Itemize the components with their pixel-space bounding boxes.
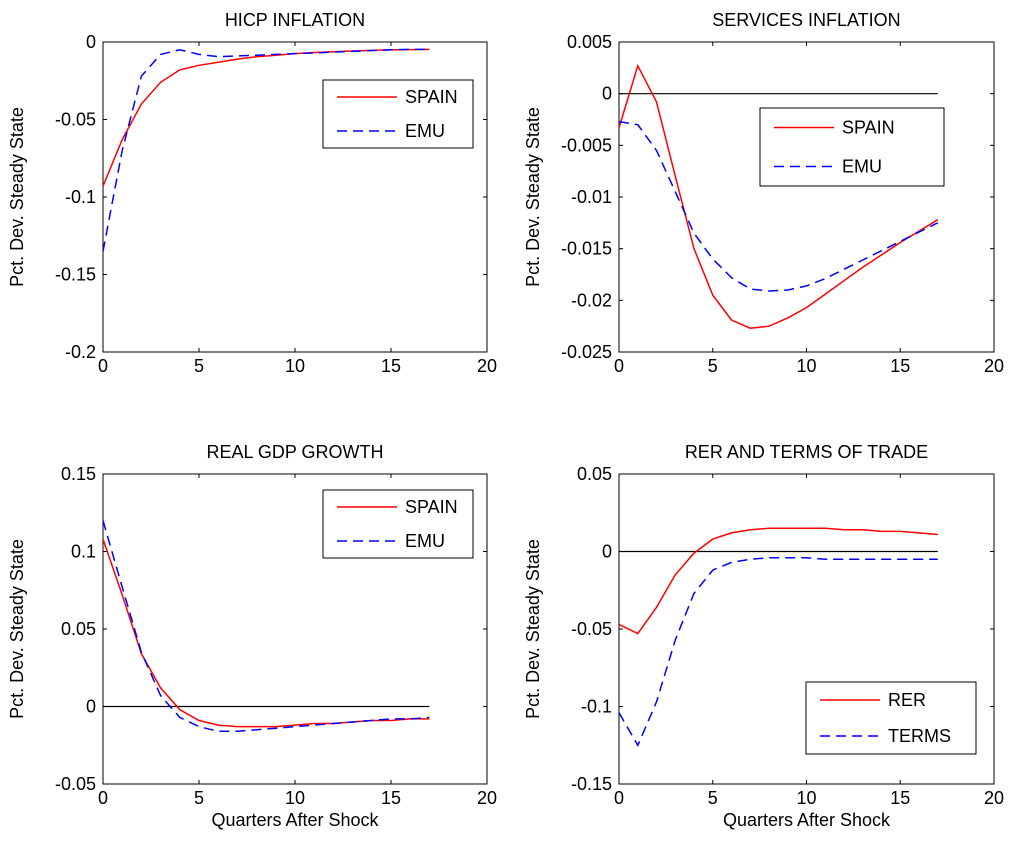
x-axis-label: Quarters After Shock: [211, 810, 379, 830]
y-axis-label: Pct. Dev. Steady State: [523, 107, 543, 287]
x-tick-label: 0: [614, 356, 624, 376]
legend: SPAIN EMU: [322, 489, 474, 559]
y-tick-label: -0.05: [571, 619, 612, 639]
legend-label: EMU: [842, 157, 882, 177]
legend-box: [805, 681, 977, 755]
series-line-emu: [618, 120, 939, 292]
x-tick-label: 5: [194, 788, 204, 808]
legend-label: EMU: [405, 531, 445, 551]
y-tick-label: -0.1: [581, 697, 612, 717]
x-tick-label: 10: [796, 788, 816, 808]
legend: SPAIN EMU: [759, 107, 945, 187]
legend-label: RER: [888, 690, 926, 710]
x-tick-label: 10: [285, 788, 305, 808]
x-tick-label: 10: [285, 356, 305, 376]
legend: SPAIN EMU: [322, 79, 474, 149]
chart-title: SERVICES INFLATION: [712, 10, 900, 30]
y-tick-label: 0.1: [71, 542, 96, 562]
plot-area: [618, 41, 995, 353]
legend-label: SPAIN: [842, 118, 895, 138]
y-tick-label: -0.05: [55, 774, 96, 794]
chart-panel-4: 0 5 10 15 20 -0.15 -0.1 -0.05 0 0.05 RER AND TERMS…: [523, 442, 1004, 830]
x-tick-label: 5: [708, 788, 718, 808]
x-tick-label: 20: [477, 356, 497, 376]
chart-title: RER AND TERMS OF TRADE: [685, 442, 928, 462]
legend-label: EMU: [405, 121, 445, 141]
x-tick-label: 20: [984, 356, 1004, 376]
chart-panel-1: 0 5 10 15 20 -0.2 -0.15 -0.1 -0.05 0 HICP INFLATIO…: [7, 10, 497, 376]
y-tick-label: 0: [602, 542, 612, 562]
x-tick-label: 10: [796, 356, 816, 376]
series-line-emu: [102, 48, 430, 252]
y-tick-label: 0: [602, 84, 612, 104]
series-line-spain: [102, 538, 430, 728]
chart-panel-2: 0 5 10 15 20 -0.025 -0.02 -0.015 -0.01 -0.005 0 0.0…: [523, 10, 1004, 376]
series-line-terms: [618, 556, 938, 747]
y-tick-label: -0.015: [561, 239, 612, 259]
y-tick-label: -0.15: [55, 265, 96, 285]
x-tick-label: 0: [614, 788, 624, 808]
x-tick-label: 15: [381, 356, 401, 376]
legend-box: [322, 489, 474, 559]
y-tick-label: 0.05: [61, 619, 96, 639]
x-tick-label: 0: [98, 788, 108, 808]
y-tick-label: -0.1: [65, 187, 96, 207]
y-tick-label: -0.005: [561, 135, 612, 155]
y-tick-label: -0.2: [65, 342, 96, 362]
y-tick-label: 0: [86, 697, 96, 717]
legend: RER TERMS: [805, 681, 977, 755]
series-line-rer: [618, 527, 938, 635]
y-tick-label: -0.02: [571, 290, 612, 310]
y-axis-label: Pct. Dev. Steady State: [523, 539, 543, 719]
y-tick-label: 0: [86, 32, 96, 52]
x-axis-label: Quarters After Shock: [723, 810, 891, 830]
chart-title: HICP INFLATION: [225, 10, 365, 30]
x-tick-label: 15: [890, 788, 910, 808]
x-tick-label: 5: [194, 356, 204, 376]
x-tick-label: 15: [890, 356, 910, 376]
x-tick-label: 5: [708, 356, 718, 376]
series-line-emu: [102, 520, 430, 733]
y-tick-label: 0.15: [61, 464, 96, 484]
y-tick-label: -0.025: [561, 342, 612, 362]
y-tick-label: 0.05: [577, 464, 612, 484]
x-tick-label: 20: [984, 788, 1004, 808]
x-tick-label: 15: [381, 788, 401, 808]
x-tick-label: 0: [98, 356, 108, 376]
y-axis-label: Pct. Dev. Steady State: [7, 107, 27, 287]
legend-label: SPAIN: [405, 87, 458, 107]
series-line-spain: [618, 63, 939, 329]
legend-label: SPAIN: [405, 497, 458, 517]
chart-title: REAL GDP GROWTH: [206, 442, 383, 462]
legend-box: [759, 107, 945, 187]
legend-box: [322, 79, 474, 149]
legend-label: TERMS: [888, 726, 951, 746]
x-tick-label: 20: [477, 788, 497, 808]
y-tick-label: -0.05: [55, 110, 96, 130]
y-axis-label: Pct. Dev. Steady State: [7, 539, 27, 719]
y-tick-label: 0.005: [567, 32, 612, 52]
y-tick-label: -0.01: [571, 187, 612, 207]
y-tick-label: -0.15: [571, 774, 612, 794]
